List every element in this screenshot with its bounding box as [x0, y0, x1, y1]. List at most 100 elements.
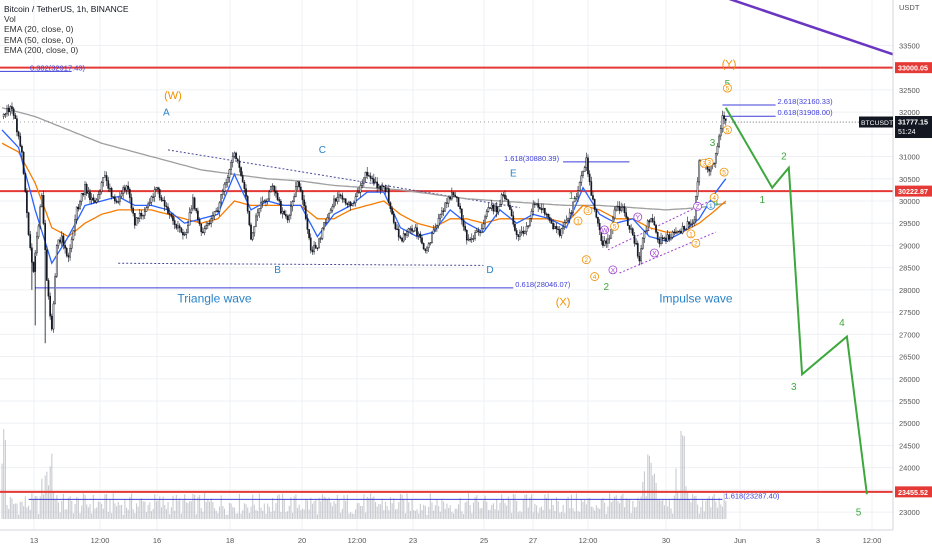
volume-bar [464, 502, 466, 519]
volume-bar [557, 501, 559, 519]
volume-bar [609, 493, 611, 519]
y-tick-label: 25500 [899, 397, 920, 406]
volume-bar [698, 513, 700, 519]
candle-body [187, 224, 189, 233]
volume-bar [401, 494, 403, 519]
volume-bar [702, 500, 704, 519]
x-tick-label: 12:00 [91, 536, 110, 545]
horizontal-levels[interactable] [0, 66, 893, 493]
candle-body [84, 184, 86, 195]
candle-body [291, 201, 294, 207]
chart-title[interactable]: Bitcoin / TetherUS, 1h, BINANCE [4, 4, 129, 14]
volume-bar [18, 514, 20, 519]
volume-bar [205, 501, 207, 519]
legend-ema200[interactable]: EMA (200, close, 0) [4, 44, 79, 55]
fib-label: 0.618(28046.07) [515, 280, 571, 289]
volume-bar [348, 513, 350, 519]
candle-body [402, 233, 405, 242]
volume-bar [653, 473, 655, 519]
volume-bar [509, 500, 511, 519]
volume-bar [135, 503, 138, 519]
candle-body [633, 235, 636, 244]
candle-body [401, 237, 403, 242]
volume-bar [252, 494, 254, 519]
time-axis[interactable]: 13 12:00 16 18 20 12:00 23 25 27 12:00 30 Jun 3 12:00 [0, 529, 893, 545]
current-price-label: 31777.15 [898, 118, 928, 127]
volume-bar [33, 499, 35, 519]
candle-body [285, 214, 287, 217]
candle-body [550, 220, 553, 224]
volume-bar [99, 501, 101, 519]
candle-body [469, 238, 471, 241]
volume-bar [544, 494, 546, 519]
candle-body [446, 202, 448, 204]
fib-levels[interactable]: 0.382(32917.43) 2.618(32160.33) 0.618(3190… [0, 63, 833, 500]
candle-body [230, 162, 232, 170]
candle-body [318, 238, 320, 249]
volume-bar [257, 511, 259, 519]
volume-bar [240, 513, 242, 519]
volume-bar [379, 504, 382, 519]
volume-bar [97, 501, 99, 519]
candle-body [406, 231, 408, 236]
candle-body [339, 194, 342, 196]
volume-bar [149, 502, 151, 519]
triangle-pattern[interactable] [118, 149, 720, 274]
candle-body [256, 212, 259, 217]
candle-body [500, 194, 503, 205]
volume-bar [389, 497, 392, 519]
candle-body [95, 199, 98, 203]
price-axis[interactable]: USDT230002350024000245002500025500260002… [892, 0, 920, 530]
volume-bar [350, 512, 352, 519]
volume-bar [418, 513, 420, 519]
volume-bar [386, 506, 388, 519]
volume-bar [643, 471, 646, 519]
candle-body [675, 232, 677, 234]
candle-body [421, 237, 423, 244]
volume-bar [54, 499, 56, 519]
volume-bar [373, 496, 375, 519]
candle-body [482, 223, 485, 229]
trend-line[interactable] [709, 0, 894, 56]
candle-body [605, 240, 608, 244]
candle-body [275, 190, 277, 194]
candle-body [79, 200, 81, 210]
candle-body [107, 180, 110, 189]
volume-bar [391, 503, 393, 519]
candle-body [105, 175, 108, 181]
volume-bar [406, 493, 408, 519]
volume-bar [9, 496, 11, 519]
volume-bar [399, 493, 401, 519]
candle-body [676, 230, 679, 233]
volume-bar [52, 492, 55, 519]
volume-bar [36, 496, 38, 519]
volume-bar [404, 513, 406, 519]
volume-bar [323, 496, 325, 519]
candle-body [660, 237, 662, 244]
volume-bar [394, 509, 397, 519]
candle-body [323, 222, 325, 229]
candle-body [283, 210, 286, 215]
candle-body [392, 213, 395, 223]
legend-volume[interactable]: Vol [4, 14, 16, 25]
volume-bar [64, 509, 66, 519]
volume-bar [398, 502, 400, 519]
candle-body [617, 205, 619, 208]
volume-bar [396, 508, 398, 519]
volume-bar [539, 507, 541, 519]
wave-projection[interactable] [724, 107, 868, 495]
legend-ema50[interactable]: EMA (50, close, 0) [4, 34, 74, 45]
candle-body [336, 196, 339, 202]
candle-body [553, 226, 556, 230]
candle-body [223, 183, 226, 192]
candle-body [416, 227, 418, 236]
legend-ema20[interactable]: EMA (20, close, 0) [4, 24, 74, 35]
volume-bar [303, 509, 305, 519]
candle-body [387, 188, 390, 204]
candle-body [153, 189, 156, 197]
volume-bar [419, 503, 421, 519]
volume-bar [570, 494, 572, 519]
candle-body [578, 181, 581, 191]
candle-body [72, 230, 75, 240]
